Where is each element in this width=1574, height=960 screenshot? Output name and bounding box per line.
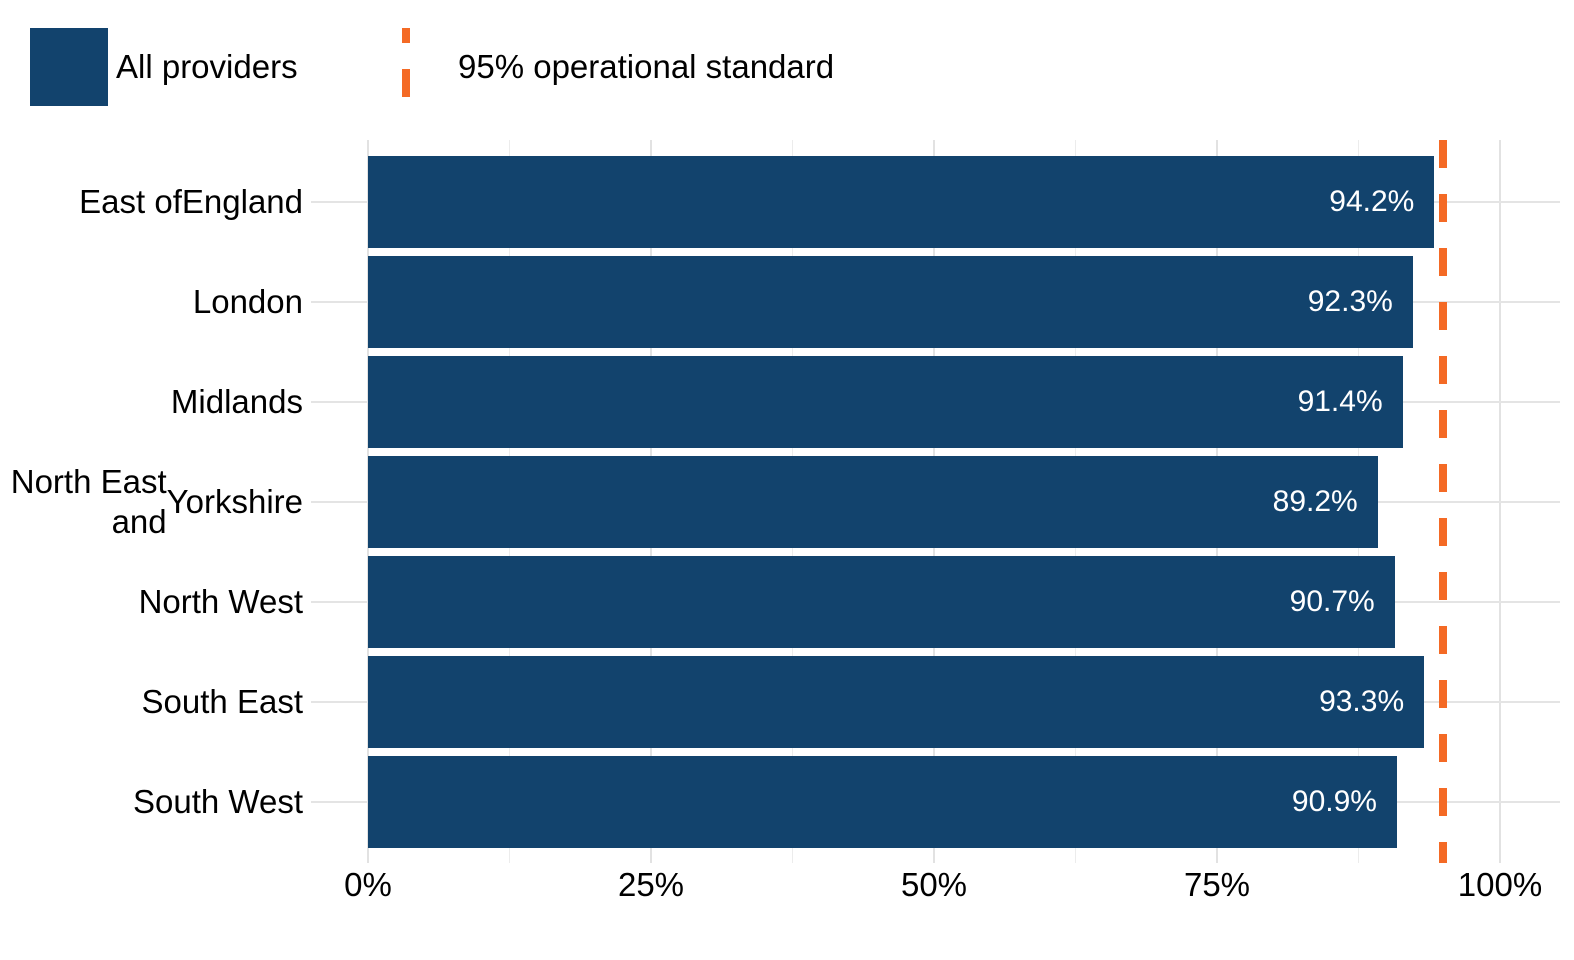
y-axis-label-east-of-england: East of England xyxy=(79,183,303,220)
bar-south-west: 90.9% xyxy=(368,756,1397,848)
bar-value-label: 90.9% xyxy=(1291,785,1377,818)
y-axis-label-midlands: Midlands xyxy=(170,383,303,420)
y-axis-label-london: London xyxy=(192,283,303,320)
x-axis-label-50-: 50% xyxy=(900,866,968,903)
bar-value-label: 94.2% xyxy=(1329,185,1415,218)
bar-london: 92.3% xyxy=(368,256,1413,348)
bar-value-label: 93.3% xyxy=(1319,685,1405,718)
reference-line-95-percent xyxy=(1439,140,1448,863)
plot-panel: 94.2% 92.3% 91.4% 89.2% 90.7% 93.3% 90.9% xyxy=(311,140,1560,863)
y-axis-label-north-east-and-yorkshire: North East and Yorkshire xyxy=(10,463,303,540)
x-axis-label-100-: 100% xyxy=(1457,866,1543,903)
bar-north-west: 90.7% xyxy=(368,556,1395,648)
y-axis-label-south-west: South West xyxy=(133,783,303,820)
bar-south-east: 93.3% xyxy=(368,656,1425,748)
bar-value-label: 89.2% xyxy=(1272,485,1358,518)
all-providers-swatch-icon xyxy=(30,28,108,106)
bar-north-east-and-yorkshire: 89.2% xyxy=(368,456,1378,548)
dashed-line-icon xyxy=(402,28,410,108)
x-axis-label-75-: 75% xyxy=(1183,866,1251,903)
bar-value-label: 90.7% xyxy=(1289,585,1375,618)
y-axis-label-north-west: North West xyxy=(138,583,303,620)
legend-label-all-providers: All providers xyxy=(116,48,298,85)
legend-label-operational-standard: 95% operational standard xyxy=(458,48,835,85)
x-axis-label-0-: 0% xyxy=(344,866,392,903)
y-axis-label-south-east: South East xyxy=(141,683,303,720)
bar-east-of-england: 94.2% xyxy=(368,156,1435,248)
bar-value-label: 91.4% xyxy=(1297,385,1383,418)
x-axis-label-25-: 25% xyxy=(617,866,685,903)
bar-value-label: 92.3% xyxy=(1307,285,1393,318)
bar-midlands: 91.4% xyxy=(368,356,1403,448)
